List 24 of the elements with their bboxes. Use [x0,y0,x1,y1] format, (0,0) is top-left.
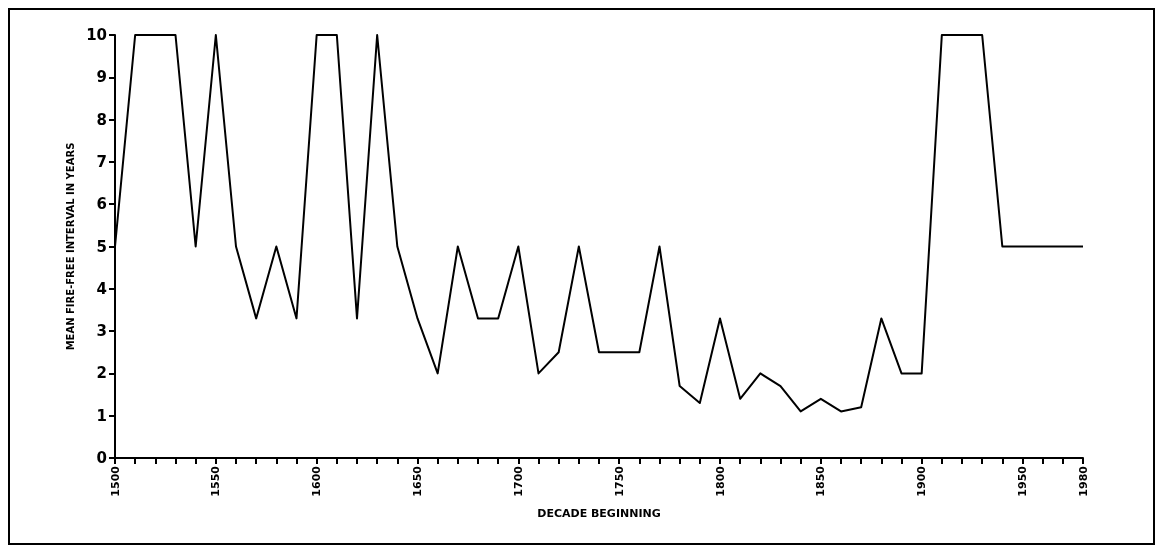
x-tick-label: 1850 [814,465,828,497]
x-tick-label: 1750 [612,465,626,497]
x-tick-label: 1980 [1076,465,1090,497]
x-tick-label: 1600 [310,465,324,497]
y-tick-label: 4 [96,279,107,298]
y-tick-label: 5 [96,237,107,256]
y-tick-label: 8 [96,110,107,129]
y-tick-label: 0 [96,449,107,467]
y-tick-label: 2 [96,364,107,383]
y-tick-label: 6 [96,195,107,214]
x-tick-label: 1550 [209,465,223,497]
x-axis-title: DECADE BEGINNING [537,507,661,520]
x-tick-label: 1500 [108,465,122,497]
x-tick-label: 1700 [511,465,525,497]
x-tick-label: 1650 [411,465,424,497]
y-tick-label: 1 [96,406,107,425]
y-tick-label: 10 [86,26,107,44]
x-tick-label: 1800 [713,465,727,497]
x-tick-label: 1900 [915,465,929,497]
y-tick-label: 3 [96,322,107,341]
y-tick-label: 7 [96,152,107,171]
y-axis-title: MEAN FIRE-FREE INTERVAL IN YEARS [64,142,76,351]
x-tick-label: 1950 [1016,465,1029,497]
y-tick-label: 9 [96,68,107,87]
